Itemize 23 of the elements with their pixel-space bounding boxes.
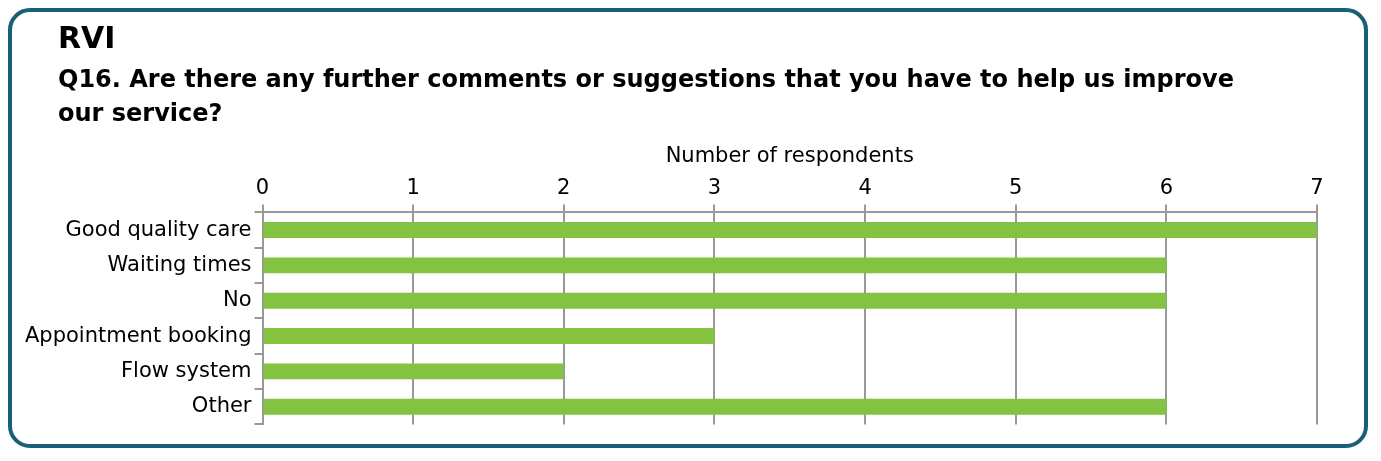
bar (263, 398, 1167, 415)
chart-subtitle: Q16. Are there any further comments or suggestions that you have to help us improve our service? (58, 64, 1235, 129)
bar (263, 292, 1167, 309)
bar (263, 328, 715, 345)
x-axis-title: Number of respondents (665, 143, 914, 168)
x-tick-label: 0 (255, 175, 270, 200)
y-tick-label: Other (191, 393, 252, 418)
y-tick-label: No (222, 287, 252, 312)
x-tick-label: 2 (557, 175, 571, 200)
bar (263, 257, 1167, 274)
y-tick-label: Good quality care (65, 216, 252, 241)
x-tick-label: 7 (1310, 175, 1324, 200)
bar (263, 363, 564, 380)
x-tick-label: 6 (1159, 175, 1174, 200)
y-tick-label: Flow system (120, 357, 252, 382)
chart-title: RVI (58, 20, 116, 55)
y-tick-label: Appointment booking (24, 322, 252, 347)
x-tick-label: 3 (707, 175, 722, 200)
x-tick-label: 1 (406, 175, 420, 200)
x-tick-label: 5 (1009, 175, 1023, 200)
x-tick-label: 4 (858, 175, 872, 200)
bar (263, 222, 1317, 239)
y-tick-label: Waiting times (107, 251, 252, 276)
